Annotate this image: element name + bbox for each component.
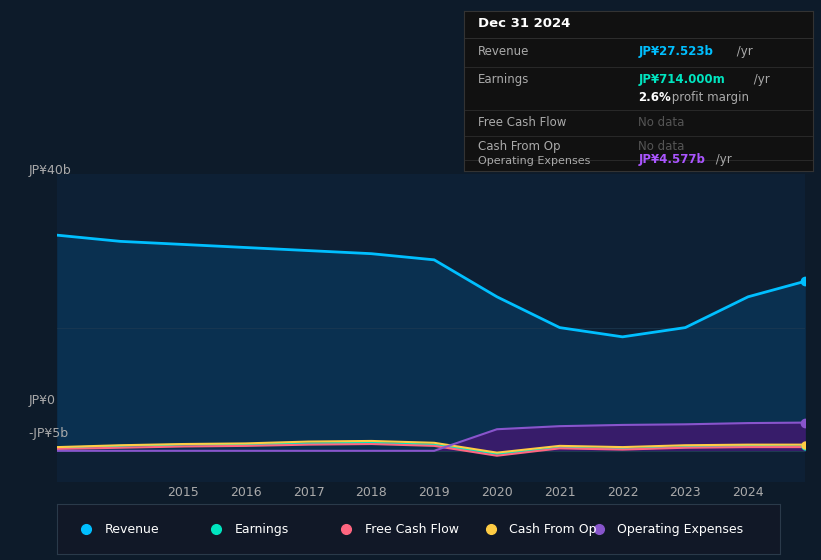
Text: JP¥0: JP¥0 bbox=[29, 394, 56, 407]
Text: Operating Expenses: Operating Expenses bbox=[478, 156, 590, 166]
Text: Operating Expenses: Operating Expenses bbox=[617, 522, 744, 536]
Text: JP¥714.000m: JP¥714.000m bbox=[639, 73, 725, 86]
Text: Cash From Op: Cash From Op bbox=[509, 522, 597, 536]
Text: No data: No data bbox=[639, 141, 685, 153]
Text: /yr: /yr bbox=[750, 73, 770, 86]
Text: JP¥40b: JP¥40b bbox=[29, 164, 71, 178]
Text: Revenue: Revenue bbox=[104, 522, 159, 536]
Text: 2.6%: 2.6% bbox=[639, 91, 671, 104]
Text: JP¥4.577b: JP¥4.577b bbox=[639, 153, 705, 166]
Text: Cash From Op: Cash From Op bbox=[478, 141, 560, 153]
Text: Free Cash Flow: Free Cash Flow bbox=[478, 116, 566, 129]
Text: Revenue: Revenue bbox=[478, 45, 530, 58]
Text: -JP¥5b: -JP¥5b bbox=[29, 427, 69, 441]
Text: No data: No data bbox=[639, 116, 685, 129]
Text: Earnings: Earnings bbox=[478, 73, 530, 86]
Text: profit margin: profit margin bbox=[668, 91, 749, 104]
Text: /yr: /yr bbox=[732, 45, 752, 58]
Text: /yr: /yr bbox=[712, 153, 732, 166]
Text: Earnings: Earnings bbox=[235, 522, 289, 536]
Text: Free Cash Flow: Free Cash Flow bbox=[365, 522, 458, 536]
Text: Dec 31 2024: Dec 31 2024 bbox=[478, 17, 571, 30]
Text: JP¥27.523b: JP¥27.523b bbox=[639, 45, 713, 58]
